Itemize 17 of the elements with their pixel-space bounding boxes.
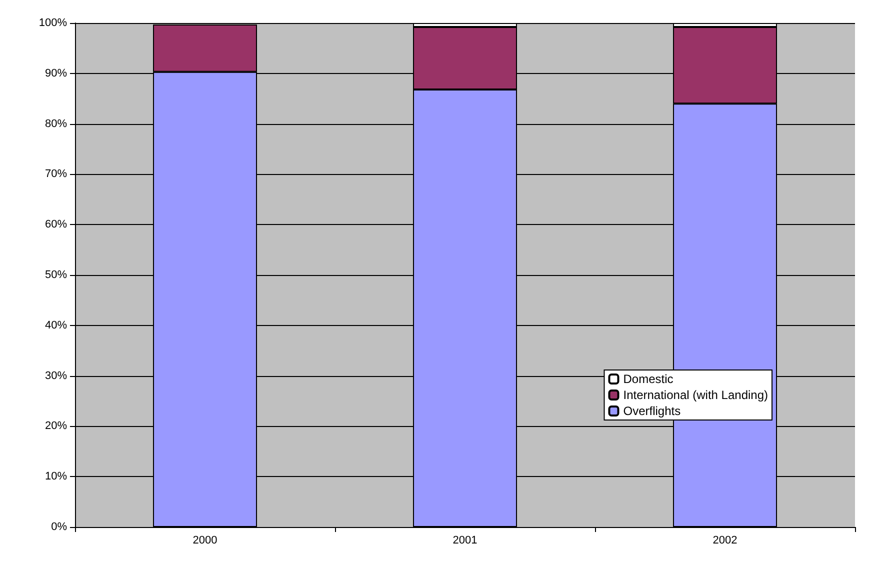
y-tick-label: 100% xyxy=(38,17,68,29)
y-tick-label: 10% xyxy=(44,470,68,483)
y-tick-label: 40% xyxy=(44,319,68,332)
y-tick-label: 90% xyxy=(44,67,68,80)
y-tick-label: 70% xyxy=(44,168,68,180)
x-tick-label: 2002 xyxy=(712,534,738,546)
y-tick-label: 20% xyxy=(44,420,68,432)
y-tick-label: 30% xyxy=(44,370,68,382)
y-tick-label: 80% xyxy=(44,118,68,130)
y-tick-label: 60% xyxy=(44,218,68,231)
x-tick-label: 2001 xyxy=(452,534,478,546)
x-tick-label: 2000 xyxy=(192,534,218,546)
legend-label: International (with Landing) xyxy=(623,388,768,402)
y-tick-label: 50% xyxy=(44,269,68,281)
legend-label: Domestic xyxy=(623,372,674,386)
y-tick-label: 0% xyxy=(51,521,68,533)
legend-label: Overflights xyxy=(623,404,681,418)
